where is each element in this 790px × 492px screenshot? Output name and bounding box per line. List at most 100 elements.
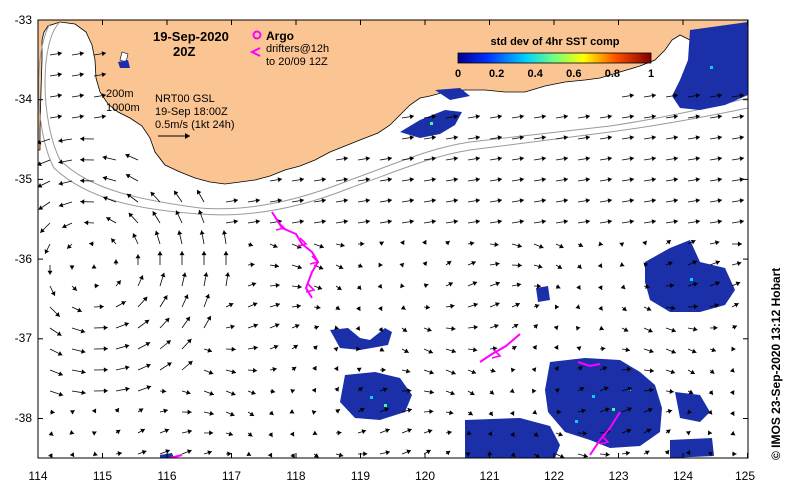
current-vector-head [319, 243, 324, 249]
colorbar-tick: 0 [455, 68, 461, 80]
current-vector-head [475, 114, 480, 120]
current-vector-head [313, 453, 319, 458]
product-time: 19-Sep 18:00Z [155, 106, 228, 118]
current-vector-head [94, 283, 99, 289]
current-vector-head [378, 262, 383, 268]
lon-tick-label: 120 [415, 469, 435, 483]
current-vector-head [333, 347, 339, 352]
current-vector-head [581, 408, 586, 414]
current-vector-head [585, 156, 590, 162]
current-vector-head [688, 389, 694, 395]
current-vector-head [321, 219, 326, 225]
current-vector-head [532, 409, 537, 415]
current-vector-head [203, 272, 209, 277]
lon-axis: 114 115 116 117 118 119 120 121 122 123 … [28, 469, 755, 483]
current-vector-head [495, 302, 500, 307]
current-vector-head [629, 177, 634, 183]
current-vector-head [693, 281, 698, 287]
current-vector-head [201, 251, 207, 256]
current-vector-head [554, 304, 560, 310]
current-vector-head [409, 198, 414, 204]
current-vector-head [731, 346, 736, 352]
current-vector-head [487, 431, 493, 436]
current-vector-head [695, 219, 700, 225]
current-vector-head [541, 135, 546, 141]
current-vector-head [729, 367, 735, 373]
current-vector-head [739, 135, 744, 141]
plot-frame [37, 19, 749, 459]
current-vector-head [673, 177, 678, 183]
current-vector-head [57, 72, 62, 78]
current-vector-head [117, 451, 122, 457]
current-vector-head [79, 51, 84, 57]
scale-arrow-head [185, 133, 190, 139]
current-vector-head [627, 407, 632, 412]
current-vector-head [343, 177, 348, 183]
current-vector-head [387, 219, 392, 225]
lon-tick-label: 116 [157, 469, 176, 483]
current-vector-head [321, 198, 326, 204]
colorbar-tick: 0.6 [566, 68, 581, 80]
current-vector-head [541, 198, 546, 204]
current-vector-head [465, 452, 471, 457]
current-vector-head [164, 317, 170, 323]
current-vector-head [106, 217, 111, 222]
current-vector-head [336, 285, 342, 290]
current-vector-head [58, 159, 63, 165]
current-vector-head [289, 431, 295, 437]
current-vector-head [695, 114, 700, 120]
current-vector-head [157, 251, 163, 256]
current-vector-head [379, 241, 384, 246]
current-vector-head [563, 219, 568, 225]
current-vector-head [92, 451, 98, 457]
current-vector-head [314, 325, 319, 331]
current-vector-head [334, 387, 339, 392]
current-vector-head [56, 331, 62, 336]
current-vector-head [447, 430, 452, 436]
current-vector-head [715, 260, 720, 266]
current-vector-head [138, 408, 144, 413]
current-vector-head [494, 323, 499, 329]
current-vector-head [451, 326, 456, 332]
current-vector-head [601, 346, 606, 352]
current-vector-head [475, 135, 480, 141]
current-vector-head [252, 302, 258, 307]
current-vector-head [707, 409, 713, 415]
isobath-1000m [38, 23, 748, 216]
current-vector-head [607, 156, 612, 162]
current-vector-head [181, 272, 187, 277]
current-vector-head [116, 280, 121, 286]
current-vector-head [251, 390, 256, 395]
current-vector-head [152, 211, 157, 216]
current-vector-head [126, 193, 132, 199]
current-vector-head [80, 157, 85, 163]
current-vector-head [541, 219, 546, 225]
current-vector-head [166, 362, 172, 367]
current-vector-head [671, 349, 676, 354]
current-vector-head [77, 307, 82, 313]
current-vector-head [209, 430, 214, 436]
current-vector-head [230, 391, 236, 396]
current-vector-head [363, 451, 368, 457]
current-vector-head [557, 409, 562, 415]
current-vector-head [732, 325, 738, 330]
current-vector-head [669, 388, 674, 394]
current-vector-head [163, 408, 168, 414]
current-vector-head [187, 360, 193, 366]
current-vector-head [537, 263, 543, 269]
current-vector-head [692, 260, 697, 265]
current-vector-head [468, 410, 473, 416]
current-vector-head [475, 156, 480, 162]
drifter-track-4 [577, 361, 601, 368]
current-vector-head [607, 114, 612, 120]
current-vector-head [227, 451, 232, 457]
current-vector-head [597, 263, 603, 268]
current-vector-head [554, 366, 559, 371]
current-vector-head [268, 432, 273, 437]
current-vector-head [739, 219, 744, 225]
current-vector-head [124, 343, 130, 349]
current-vector-head [577, 264, 582, 269]
current-vector-head [598, 305, 603, 311]
current-vector-head [629, 93, 634, 99]
current-vector-head [225, 272, 231, 277]
